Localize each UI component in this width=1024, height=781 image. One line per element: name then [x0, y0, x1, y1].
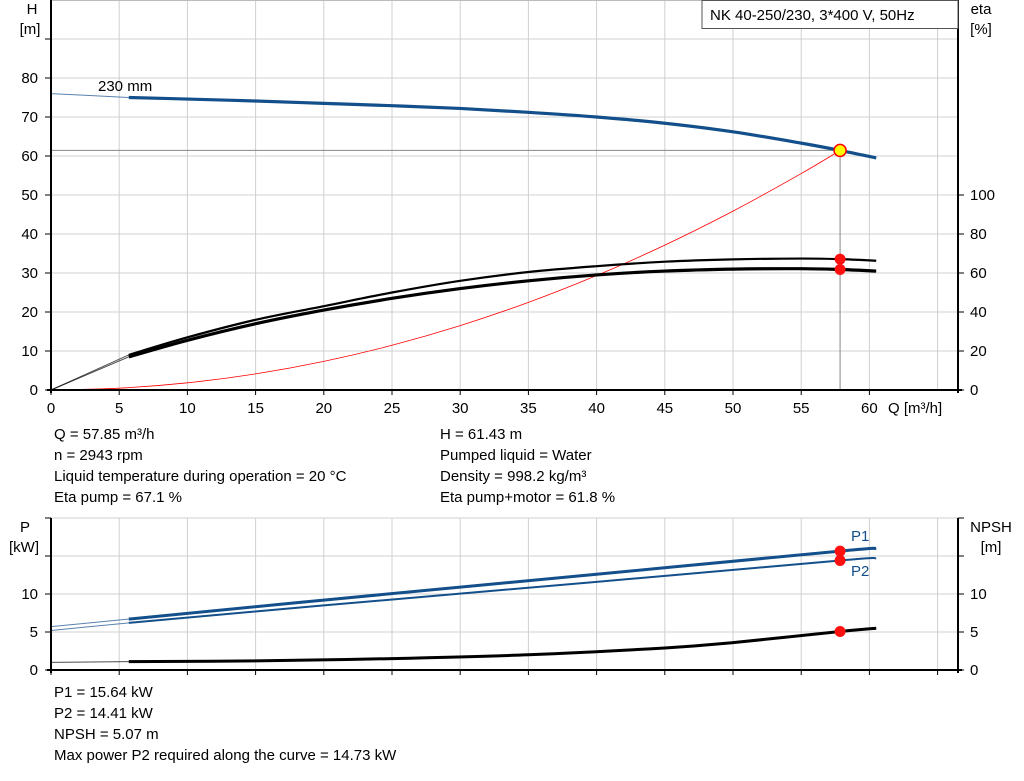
x-tick-label: 0: [47, 400, 55, 417]
eta-axis-unit: [%]: [970, 21, 992, 38]
results-left: Q = 57.85 m³/h n = 2943 rpm Liquid tempe…: [54, 424, 346, 508]
npsh-duty-point: [834, 625, 846, 637]
p-tick-label: 10: [21, 586, 38, 603]
eta-pump-motor-duty-point: [834, 263, 846, 275]
p1-duty-point: [834, 545, 846, 557]
head-curve: [128, 95, 877, 160]
p1-curve: [128, 546, 877, 621]
head-duty-point: [833, 143, 847, 158]
x-tick-label: 10: [179, 400, 196, 417]
result-npsh: NPSH = 5.07 m: [54, 726, 159, 743]
x-tick-label: 35: [520, 400, 537, 417]
x-tick-label: 50: [725, 400, 742, 417]
result-temperature: Liquid temperature during operation = 20…: [54, 468, 347, 485]
x-tick-label: 55: [793, 400, 810, 417]
result-eta-pump: Eta pump = 67.1 %: [54, 489, 182, 506]
eta-pump-curve: [128, 257, 877, 356]
result-liquid: Pumped liquid = Water: [440, 447, 592, 464]
h-tick-label: 10: [21, 343, 38, 360]
x-tick-label: 45: [656, 400, 673, 417]
x-tick-label: 40: [588, 400, 605, 417]
p-tick-label: 0: [30, 662, 38, 679]
p-tick-label: 5: [30, 624, 38, 641]
eta-tick-label: 20: [970, 343, 987, 360]
head-curve-extension: [50, 93, 129, 98]
h-tick-label: 20: [21, 304, 38, 321]
eta-pump-motor-curve: [128, 267, 877, 359]
impeller-label: 230 mm: [98, 78, 152, 95]
result-p1: P1 = 15.64 kW: [54, 684, 153, 701]
p2-duty-point: [834, 554, 846, 566]
h-axis-label: H: [27, 1, 38, 18]
title-box: NK 40-250/230, 3*400 V, 50Hz: [701, 0, 959, 29]
h-axis-unit: [m]: [20, 21, 41, 38]
npsh-tick-label: 10: [970, 586, 987, 603]
eta-pump-motor-curve-extension: [50, 356, 129, 391]
p2-curve: [128, 557, 877, 624]
results-bottom: P1 = 15.64 kW P2 = 14.41 kW NPSH = 5.07 …: [54, 682, 396, 766]
eta-tick-label: 100: [970, 187, 995, 204]
npsh-axis-label: NPSH: [970, 519, 1012, 536]
x-tick-label: 20: [315, 400, 332, 417]
labels: H [m] eta [%] Q [m³/h] 230 mm P [kW] NPS…: [9, 1, 1012, 580]
result-density: Density = 998.2 kg/m³: [440, 468, 587, 485]
p1-series-label: P1: [851, 528, 869, 545]
results-right: H = 61.43 m Pumped liquid = Water Densit…: [440, 424, 615, 508]
bottom-grid: [51, 517, 958, 670]
chart-title: NK 40-250/230, 3*400 V, 50Hz: [710, 7, 915, 24]
h-tick-label: 70: [21, 109, 38, 126]
result-max-p2: Max power P2 required along the curve = …: [54, 747, 397, 764]
npsh-tick-label: 5: [970, 624, 978, 641]
h-tick-label: 40: [21, 226, 38, 243]
eta-tick-label: 60: [970, 265, 987, 282]
result-speed: n = 2943 rpm: [54, 447, 143, 464]
top-grid: [51, 0, 958, 390]
eta-pump-duty-point: [834, 253, 846, 265]
result-q: Q = 57.85 m³/h: [54, 426, 155, 443]
eta-tick-label: 0: [970, 382, 978, 399]
npsh-curve: [128, 626, 877, 664]
h-tick-label: 60: [21, 148, 38, 165]
q-axis-label: Q [m³/h]: [888, 400, 942, 417]
h-tick-label: 0: [30, 382, 38, 399]
x-tick-label: 15: [247, 400, 264, 417]
p-axis-label: P: [20, 519, 30, 536]
x-tick-label: 5: [115, 400, 123, 417]
eta-tick-label: 40: [970, 304, 987, 321]
result-eta-pump-motor: Eta pump+motor = 61.8 %: [440, 489, 616, 506]
h-tick-label: 30: [21, 265, 38, 282]
h-tick-label: 50: [21, 187, 38, 204]
x-tick-label: 25: [384, 400, 401, 417]
x-tick-label: 60: [861, 400, 878, 417]
system-curve: [50, 150, 841, 391]
npsh-tick-label: 0: [970, 662, 978, 679]
npsh-axis-unit: [m]: [981, 539, 1002, 556]
eta-axis-label: eta: [971, 1, 993, 18]
x-tick-label: 30: [452, 400, 469, 417]
curves: [50, 93, 877, 664]
eta-tick-label: 80: [970, 226, 987, 243]
p2-curve-extension: [50, 622, 129, 631]
axes: 0 5 10 15 20 25 30 35 40 45 50 55 600102030405060708…: [21, 0, 995, 679]
p-axis-unit: [kW]: [9, 539, 39, 556]
p2-series-label: P2: [851, 563, 869, 580]
npsh-curve-extension: [50, 661, 129, 663]
p1-curve-extension: [50, 618, 129, 628]
result-h: H = 61.43 m: [440, 426, 523, 443]
h-tick-label: 80: [21, 70, 38, 87]
result-p2: P2 = 14.41 kW: [54, 705, 153, 722]
